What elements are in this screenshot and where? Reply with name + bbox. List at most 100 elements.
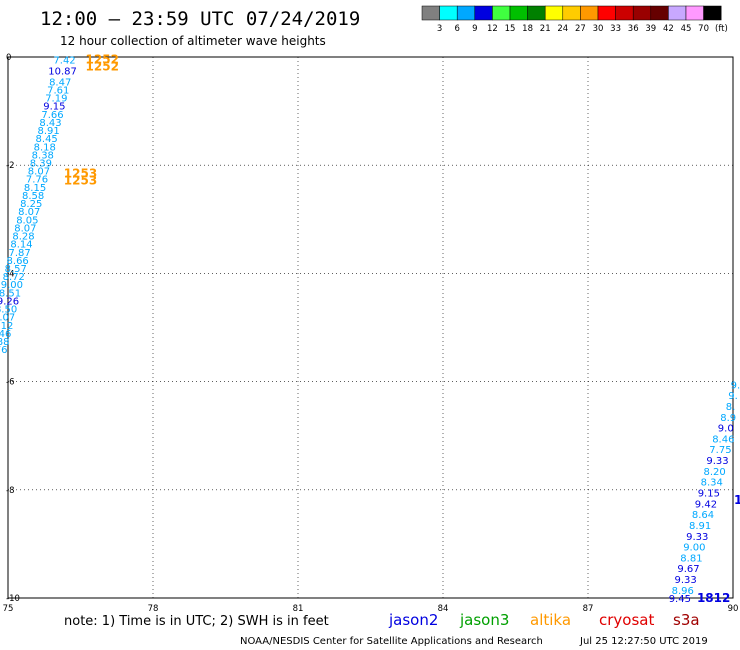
colorbar-label: 15 — [505, 24, 516, 34]
swh-value-label: 8.15 — [24, 183, 46, 194]
colorbar-swatch — [615, 5, 634, 21]
y-tick-label: -2 — [6, 161, 14, 171]
legend-altika: altika — [530, 611, 571, 629]
y-tick-label: -6 — [6, 378, 14, 388]
swh-value-label: 8.51 — [0, 288, 21, 299]
swh-value-label: 7.19 — [45, 94, 67, 105]
swh-value-label: 9. — [728, 391, 738, 402]
grid-lines — [7, 56, 734, 599]
colorbar-label: 24 — [557, 24, 568, 34]
legend-s3a: s3a — [673, 611, 700, 629]
legend-cryosat: cryosat — [599, 611, 654, 629]
colorbar-swatch — [597, 5, 616, 21]
colorbar-swatch — [685, 5, 704, 21]
swh-value-label: 8.43 — [39, 118, 61, 129]
swh-value-label: 8.50 — [0, 305, 17, 316]
colorbar-label: 30 — [593, 24, 604, 34]
colorbar-swatch — [509, 5, 528, 21]
swh-value-label: 8.18 — [34, 142, 56, 153]
swh-value-label: 8.81 — [680, 553, 702, 564]
swh-value-label: 9.42 — [695, 499, 717, 510]
colorbar-label: 9 — [472, 24, 477, 34]
swh-value-label: 8.66 — [7, 256, 29, 267]
swh-value-label: 8.07 — [28, 167, 50, 178]
x-tick-label: 84 — [438, 604, 449, 614]
swh-value-label: 7.66 — [41, 110, 63, 121]
swh-value-label: 9.0 — [718, 424, 734, 435]
swh-value-label: 7.61 — [47, 85, 69, 96]
swh-value-label: 9.33 — [686, 532, 708, 543]
swh-value-label: 9.15 — [43, 102, 65, 113]
chart-title: 12:00 — 23:59 UTC 07/24/2019 — [40, 8, 360, 30]
colorbar-label: 45 — [681, 24, 692, 34]
colorbar-label: 3 — [437, 24, 442, 34]
swh-value-label: 8.46 — [712, 434, 734, 445]
x-tick-label: 78 — [148, 604, 159, 614]
colorbar-label: 39 — [645, 24, 656, 34]
colorbar: 3 6 9 12 15 18 21 24 27 30 33 36 39 42 45 70 — [421, 5, 722, 34]
time-label: 1252 — [86, 60, 119, 74]
plot-area — [7, 56, 734, 599]
y-tick-label: -8 — [6, 486, 14, 496]
colorbar-label: 6 — [454, 24, 459, 34]
colorbar-swatch — [492, 5, 511, 21]
swh-value-label: 8.45 — [36, 134, 58, 145]
swh-value-label: 8.91 — [37, 126, 59, 137]
timestamp-text: Jul 25 12:27:50 UTC 2019 — [579, 636, 708, 647]
colorbar-label: 70 — [698, 24, 709, 34]
colorbar-swatch — [580, 5, 599, 21]
swh-value-label: 8.96 — [672, 586, 694, 597]
swh-value-label: 9.33 — [675, 575, 697, 586]
swh-value-label: 8.46 — [0, 329, 11, 340]
legend-jason2: jason2 — [388, 611, 438, 629]
colorbar-label: 27 — [575, 24, 586, 34]
colorbar-units: (ft) — [715, 24, 728, 34]
swh-value-label: 8.12 — [0, 321, 13, 332]
swh-value-label: 7.42 — [53, 56, 75, 67]
swh-value-label: 7.75 — [709, 445, 731, 456]
x-tick-label: 75 — [3, 604, 14, 614]
plot-border — [7, 56, 734, 599]
colorbar-swatch — [527, 5, 546, 21]
colorbar-label: 21 — [540, 24, 551, 34]
swh-value-label: 8.28 — [12, 232, 34, 243]
swh-value-label: 7.76 — [26, 175, 48, 186]
legend-jason3: jason3 — [459, 611, 509, 629]
swh-value-label: 7.76 — [0, 345, 8, 356]
swh-value-label: 9.00 — [683, 543, 705, 554]
swh-value-label: 8.64 — [692, 510, 714, 521]
x-tick-label: 90 — [728, 604, 739, 614]
colorbar-swatch — [544, 5, 564, 21]
swh-value-label: 8.07 — [14, 223, 36, 234]
swh-value-label: 8.57 — [5, 264, 27, 275]
swh-value-label: 8.39 — [30, 158, 52, 169]
x-tick-label: 87 — [583, 604, 594, 614]
swh-value-label: 8.9 — [720, 413, 736, 424]
y-tick-label: 0 — [6, 53, 11, 63]
swh-value-label: 8.91 — [689, 521, 711, 532]
colorbar-swatch — [703, 5, 722, 21]
colorbar-swatch — [632, 5, 652, 21]
swh-value-label: 8.25 — [20, 199, 42, 210]
swh-value-label: 8.47 — [49, 77, 71, 88]
edge-label: 1 — [734, 493, 740, 507]
swh-value-label: 8.05 — [16, 215, 38, 226]
swh-value-label: 9.00 — [1, 280, 23, 291]
legend-note: note: 1) Time is in UTC; 2) SWH is in fe… — [64, 614, 329, 629]
swh-value-label: 8.38 — [32, 150, 54, 161]
y-tick-label: -4 — [6, 269, 14, 279]
colorbar-swatch — [474, 5, 493, 21]
data-points: 7.4210.878.477.617.199.157.668.438.918.4… — [0, 56, 740, 605]
time-label: 1253 — [64, 173, 97, 187]
swh-value-label: 9.45 — [669, 594, 691, 605]
swh-value-label: 8.72 — [3, 272, 25, 283]
swh-value-label: 8.20 — [704, 467, 726, 478]
colorbar-swatch — [668, 5, 687, 21]
swh-value-label: 7.88 — [0, 337, 9, 348]
swh-value-label: 9.33 — [706, 456, 728, 467]
time-label: 1252 — [86, 53, 119, 67]
colorbar-label: 12 — [487, 24, 498, 34]
swh-value-label: 8. — [726, 402, 736, 413]
swh-value-label: 8.07 — [18, 207, 40, 218]
